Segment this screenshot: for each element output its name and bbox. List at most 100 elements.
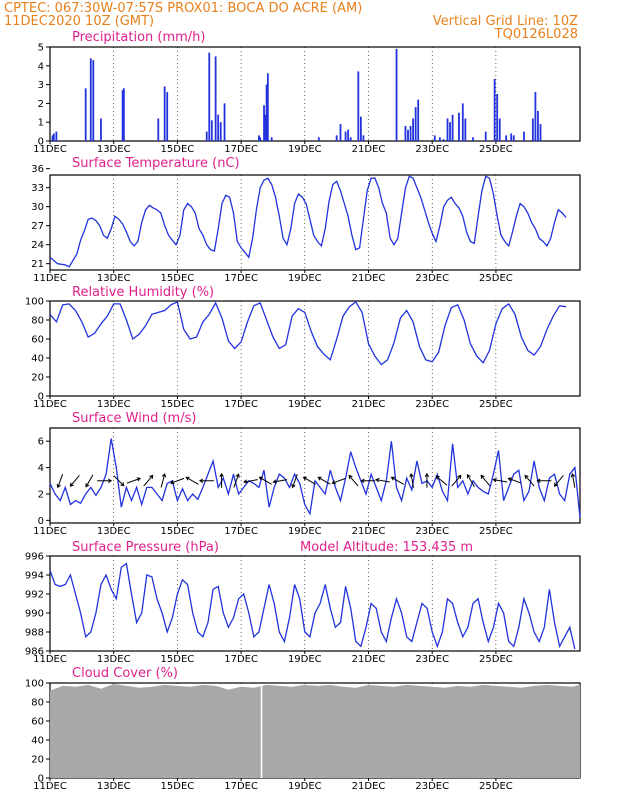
precip-bar: [122, 88, 125, 141]
wind-arrow: [126, 477, 142, 484]
panel-frame: [49, 555, 581, 652]
precip-bar: [51, 135, 54, 141]
x-tick-label: 17DEC: [224, 654, 258, 665]
x-tick-label: 13DEC: [97, 144, 131, 155]
precip-bar: [493, 78, 496, 141]
x-tick-label: 21DEC: [352, 654, 386, 665]
y-tick-label: 6: [38, 437, 44, 448]
x-tick-label: 15DEC: [161, 273, 195, 284]
x-tick-label: 11DEC: [33, 654, 67, 665]
wind-arrow: [492, 477, 508, 483]
x-tick-label: 13DEC: [97, 399, 131, 410]
y-tick-label: 3: [38, 80, 44, 91]
panel-title: Surface Pressure (hPa): [72, 540, 219, 555]
y-tick-label: 994: [25, 571, 44, 582]
precip-bar: [258, 135, 260, 141]
x-tick-label: 19DEC: [288, 781, 322, 792]
x-tick-label: 21DEC: [352, 399, 386, 410]
y-tick-label: 4: [38, 463, 44, 474]
precip-bar: [219, 122, 222, 141]
precip-bar: [395, 48, 398, 141]
y-tick-label: 0: [38, 774, 44, 785]
wind-arrow: [160, 473, 167, 488]
y-tick-label: 60: [31, 717, 44, 728]
y-tick-label: 990: [25, 609, 44, 620]
y-tick-label: 33: [31, 183, 44, 194]
panel-frame: [49, 46, 581, 142]
precip-bar: [357, 71, 360, 141]
x-tick-label: 15DEC: [161, 399, 195, 410]
panel-frame: [49, 174, 581, 271]
precip-bar: [446, 118, 449, 141]
x-tick-label: 19DEC: [288, 526, 322, 537]
precip-bar: [438, 137, 441, 141]
x-tick-label: 11DEC: [33, 144, 67, 155]
y-tick-label: 21: [31, 259, 44, 270]
y-tick-label: 2: [38, 99, 44, 110]
precip-bar: [163, 86, 166, 141]
x-tick-label: 15DEC: [161, 781, 195, 792]
panel-frame: [49, 300, 581, 397]
y-tick-label: 20: [31, 755, 44, 766]
precip-bar: [461, 103, 464, 141]
panel-3: 0 20 40 60 80 100 11DEC 13DEC 15DEC 17DEC 19DEC 21D…: [25, 285, 581, 410]
x-tick-label: 25DEC: [479, 781, 513, 792]
precip-bar: [496, 94, 499, 141]
x-tick-label: 25DEC: [479, 144, 513, 155]
precip-bar: [359, 116, 362, 141]
y-tick-label: 100: [25, 679, 44, 690]
model-id: TQ0126L028: [494, 27, 578, 42]
wind-arrow: [317, 476, 331, 485]
precip-bar: [464, 118, 467, 141]
x-tick-label: 15DEC: [161, 144, 195, 155]
precip-bar: [317, 137, 320, 141]
wind-arrow: [170, 477, 185, 485]
x-tick-label: 11DEC: [33, 399, 67, 410]
precip-bar: [472, 137, 474, 141]
x-tick-label: 13DEC: [97, 526, 131, 537]
x-tick-label: 23DEC: [415, 526, 449, 537]
x-tick-label: 13DEC: [97, 273, 131, 284]
panel-4: 0 2 4 6 11DEC 13DEC 15DEC 17DEC 19DEC 21DEC 23DEC 2…: [33, 411, 581, 537]
wind-arrow: [553, 475, 564, 487]
panel-title: Relative Humidity (%): [72, 285, 214, 300]
precip-bar: [214, 56, 217, 141]
wind-arrow: [466, 473, 475, 488]
precip-bar: [407, 129, 409, 141]
precip-bar: [414, 107, 417, 141]
x-tick-label: 25DEC: [479, 526, 513, 537]
y-tick-label: 24: [31, 240, 44, 251]
precip-bar: [498, 118, 501, 141]
wind-arrow: [435, 475, 448, 486]
x-tick-label: 17DEC: [224, 273, 258, 284]
y-tick-label: 40: [31, 736, 44, 747]
precip-bar: [412, 118, 415, 141]
x-tick-label: 17DEC: [224, 144, 258, 155]
y-tick-label: 27: [31, 221, 44, 232]
run-date: 11DEC2020 10Z (GMT): [4, 14, 154, 29]
wind-arrow: [143, 474, 154, 487]
wind-arrow: [570, 472, 576, 488]
precip-bar: [344, 131, 347, 141]
x-tick-label: 19DEC: [288, 144, 322, 155]
x-tick-label: 25DEC: [479, 273, 513, 284]
precip-bar: [537, 110, 539, 141]
precip-bar: [92, 60, 95, 141]
x-tick-label: 19DEC: [288, 654, 322, 665]
precip-bar: [539, 124, 542, 141]
x-tick-label: 25DEC: [479, 399, 513, 410]
wind-arrow: [198, 478, 214, 484]
precip-bar: [339, 124, 342, 141]
x-tick-label: 11DEC: [33, 781, 67, 792]
x-tick-label: 15DEC: [161, 526, 195, 537]
precip-bar: [449, 122, 451, 141]
wind-arrow: [360, 478, 376, 484]
y-tick-label: 0: [38, 516, 44, 527]
precip-bar: [484, 131, 487, 141]
precip-bar: [362, 135, 365, 141]
x-tick-label: 23DEC: [415, 144, 449, 155]
y-tick-label: 996: [25, 552, 44, 563]
cloud-cover-area: [50, 683, 580, 778]
precip-bar: [505, 135, 508, 141]
wind-arrow: [219, 472, 224, 488]
